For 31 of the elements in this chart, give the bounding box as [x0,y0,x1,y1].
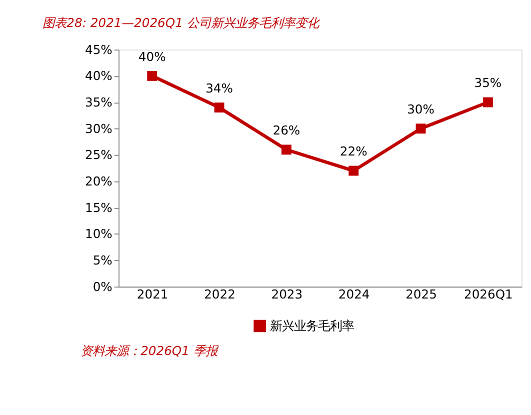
y-tick-label: 20% [84,174,113,189]
text: 26% [272,124,300,138]
point [416,124,426,134]
point [348,166,359,176]
y-tick-label: 25% [84,148,113,162]
legend-label: 新兴业务毛利率 [270,318,354,333]
y-tick-label: 0% [92,280,113,294]
text: 30% [407,102,434,116]
y-tick-label: 5% [92,254,113,268]
text: 35% [474,76,502,90]
point [482,97,493,108]
x-tick-label: 2022 [204,287,236,302]
point [147,70,158,81]
text: 资料来源：2026Q1 季报 [80,344,220,358]
x-tick-label: 2026Q1 [464,287,513,302]
text: 40% [138,50,166,64]
x-tick-label: 2021 [136,287,168,302]
x-tick-label: 2024 [338,287,370,302]
y-tick-label: 45% [84,42,113,57]
x-tick-label: 2023 [271,287,303,302]
y-tick-label: 30% [84,122,113,136]
text: 34% [206,81,233,96]
chart-title: 图表28: 2021—2026Q1 公司新兴业务毛利率变化 [42,16,320,30]
y-tick-label: 15% [84,200,113,215]
y-tick-label: 35% [84,96,113,110]
y-tick-label: 10% [84,227,113,242]
x-tick-label: 2025 [406,287,437,302]
point [214,102,224,113]
point [281,144,292,155]
text: 22% [340,144,368,159]
y-tick-label: 40% [84,69,113,84]
